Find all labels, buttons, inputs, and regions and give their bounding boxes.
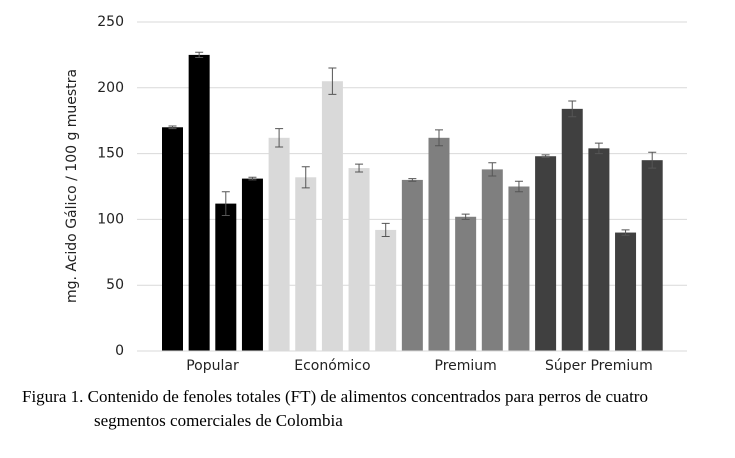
x-tick-label: Económico xyxy=(294,358,370,374)
bar xyxy=(375,229,397,351)
error-bar xyxy=(621,229,630,236)
x-tick-label: Popular xyxy=(186,358,239,374)
bar xyxy=(641,160,663,351)
caption-line: segmentos comerciales de Colombia xyxy=(94,411,343,430)
bar xyxy=(508,186,530,351)
bar xyxy=(588,148,610,351)
error-bar xyxy=(461,213,470,220)
bar xyxy=(428,137,450,351)
x-tick-label: Súper Premium xyxy=(545,358,653,374)
bar xyxy=(162,127,183,351)
bar xyxy=(268,137,290,351)
x-tick-label: Premium xyxy=(435,358,497,374)
y-tick-label: 200 xyxy=(97,80,124,96)
error-bar xyxy=(355,163,364,173)
error-bar xyxy=(301,166,310,189)
bar xyxy=(481,169,503,351)
y-tick-label: 150 xyxy=(97,146,124,162)
bar xyxy=(561,108,583,351)
bar xyxy=(215,203,237,351)
error-bar xyxy=(381,222,390,238)
bar xyxy=(321,81,343,351)
error-bar xyxy=(328,67,337,95)
error-bar xyxy=(568,100,577,118)
error-bar xyxy=(435,129,443,147)
bar xyxy=(348,168,370,351)
error-bar xyxy=(541,154,550,159)
y-axis-label: mg. Acido Gálico / 100 g muestra xyxy=(64,69,80,303)
y-tick-label: 50 xyxy=(106,277,124,293)
error-bar xyxy=(514,180,523,193)
error-bar xyxy=(488,162,497,177)
caption-line: Figura 1. Contenido de fenoles totales (… xyxy=(22,387,648,406)
bar xyxy=(615,232,637,351)
error-bar xyxy=(195,51,204,59)
bar xyxy=(188,54,210,352)
error-bar xyxy=(248,176,257,181)
bar xyxy=(455,216,477,351)
error-bar xyxy=(594,142,603,155)
error-bar xyxy=(648,151,657,169)
error-bar xyxy=(168,125,177,130)
y-tick-label: 0 xyxy=(115,343,124,359)
error-bar xyxy=(408,178,417,182)
y-tick-label: 100 xyxy=(97,211,124,227)
y-tick-label: 250 xyxy=(97,14,124,30)
bar xyxy=(295,177,317,351)
bar xyxy=(401,179,423,351)
bar xyxy=(535,156,557,351)
bar xyxy=(241,178,263,351)
error-bar xyxy=(275,128,284,148)
error-bar xyxy=(221,191,230,216)
